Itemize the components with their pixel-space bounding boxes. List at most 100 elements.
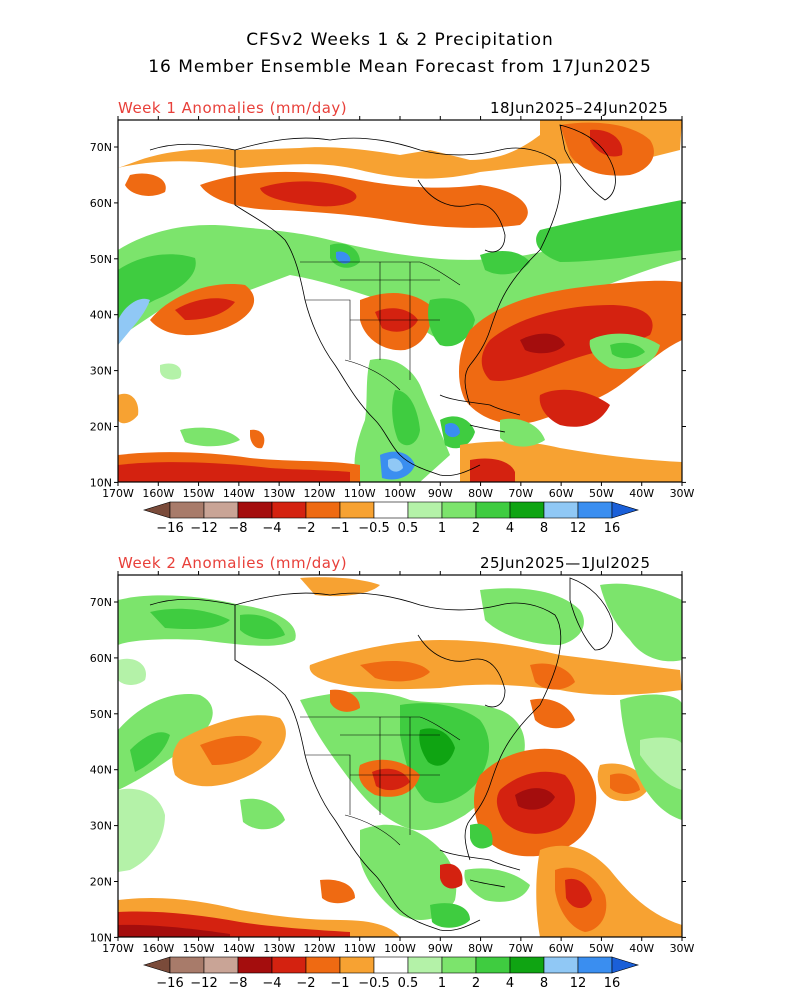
colorbar-label: 2 [472, 976, 480, 991]
colorbar-arrow-left [142, 501, 171, 519]
colorbar-swatch [237, 956, 273, 974]
colorbar-label: −2 [296, 521, 315, 536]
colorbar-label: −8 [228, 521, 247, 536]
colorbar-swatch [305, 501, 341, 519]
colorbar-label: −12 [190, 976, 217, 991]
lon-label: 50W [589, 942, 614, 955]
borders-week2 [234, 605, 461, 846]
lon-label: 30W [670, 487, 695, 500]
colorbar-label: 8 [540, 521, 548, 536]
lat-label: 10N [90, 476, 112, 489]
lon-label: 170W [102, 487, 134, 500]
lon-label: 30W [670, 942, 695, 955]
panel2-dates: 25Jun2025—1Jul2025 [480, 554, 651, 572]
lon-label: 130W [263, 942, 295, 955]
lon-label: 40W [629, 487, 654, 500]
lon-label: 70W [508, 942, 533, 955]
lat-label: 50N [90, 708, 112, 721]
colorbar-label: −16 [156, 976, 183, 991]
map-week1 [117, 119, 683, 483]
colorbar-swatch [169, 956, 205, 974]
colorbar-label: −4 [262, 521, 281, 536]
colorbar-swatch [169, 501, 205, 519]
lon-label: 130W [263, 487, 295, 500]
lat-label: 10N [90, 931, 112, 944]
lon-label: 160W [142, 942, 174, 955]
colorbar-swatch [543, 501, 579, 519]
lat-label: 20N [90, 421, 112, 434]
lon-label: 120W [303, 942, 335, 955]
colorbar-label: −1 [330, 521, 349, 536]
colorbar-label: 4 [506, 976, 514, 991]
colorbar: −16 −12 −8 −4 −2 −1 −0.5 0.5 1 2 4 8 12 16 [142, 501, 640, 536]
colorbar-arrow-left [142, 956, 171, 974]
lat-label: 40N [90, 764, 112, 777]
colorbar-swatch [475, 956, 511, 974]
lat-label: 30N [90, 820, 112, 833]
chart-title-line1: CFSv2 Weeks 1 & 2 Precipitation [246, 30, 554, 50]
lon-label: 150W [183, 942, 215, 955]
lon-label: 150W [183, 487, 215, 500]
lon-label: 160W [142, 487, 174, 500]
colorbar-swatch [339, 501, 375, 519]
colorbar-label: 2 [472, 521, 480, 536]
colorbar-label: 16 [604, 976, 621, 991]
colorbar-label: −8 [228, 976, 247, 991]
colorbar-swatch [509, 501, 545, 519]
colorbar-label: −12 [190, 521, 217, 536]
lat-label: 20N [90, 876, 112, 889]
lon-label: 110W [344, 487, 376, 500]
colorbar-swatch [509, 956, 545, 974]
colorbar-label: −1 [330, 976, 349, 991]
colorbar-arrow-right [611, 956, 640, 974]
colorbar: −16 −12 −8 −4 −2 −1 −0.5 0.5 1 2 4 8 12 16 [142, 956, 640, 991]
chart-title-line2: 16 Member Ensemble Mean Forecast from 17… [148, 57, 652, 77]
colorbar-label: 1 [438, 976, 446, 991]
colorbar-swatch [543, 956, 579, 974]
lat-label: 50N [90, 253, 112, 266]
colorbar-swatch [271, 956, 307, 974]
colorbar-label: 12 [570, 976, 587, 991]
colorbar-arrow-right [611, 501, 640, 519]
colorbar-swatch [305, 956, 341, 974]
lon-label: 50W [589, 487, 614, 500]
colorbar-swatch [339, 956, 375, 974]
borders-week1 [234, 150, 461, 391]
lat-label: 60N [90, 197, 112, 210]
lon-label: 140W [223, 487, 255, 500]
lat-label: 30N [90, 365, 112, 378]
lon-label: 170W [102, 942, 134, 955]
colorbar-label: −4 [262, 976, 281, 991]
lon-label: 80W [468, 942, 493, 955]
colorbar-label: −16 [156, 521, 183, 536]
colorbar-swatch [271, 501, 307, 519]
lat-label: 70N [90, 596, 112, 609]
lon-label: 70W [508, 487, 533, 500]
colorbar-label: 0.5 [398, 976, 419, 991]
colorbar-swatch [577, 956, 613, 974]
colorbar-swatch [373, 956, 409, 974]
colorbar-swatch [475, 501, 511, 519]
lat-label: 40N [90, 309, 112, 322]
lon-label: 90W [428, 942, 453, 955]
colorbar-label: −0.5 [358, 976, 390, 991]
lon-label: 100W [384, 487, 416, 500]
lon-label: 110W [344, 942, 376, 955]
lat-label: 60N [90, 652, 112, 665]
colorbar-label: 16 [604, 521, 621, 536]
colorbar-swatch [203, 501, 239, 519]
colorbar-label: 4 [506, 521, 514, 536]
colorbar-swatch [203, 956, 239, 974]
colorbar-swatch [407, 956, 443, 974]
colorbar-swatch [237, 501, 273, 519]
colorbar-swatch [577, 501, 613, 519]
lon-label: 60W [549, 942, 574, 955]
panel1-dates: 18Jun2025–24Jun2025 [490, 99, 669, 117]
colorbar-label: 0.5 [398, 521, 419, 536]
lon-label: 100W [384, 942, 416, 955]
coastlines-week1 [149, 124, 616, 477]
colorbar-label: 8 [540, 976, 548, 991]
colorbar-label: 1 [438, 521, 446, 536]
